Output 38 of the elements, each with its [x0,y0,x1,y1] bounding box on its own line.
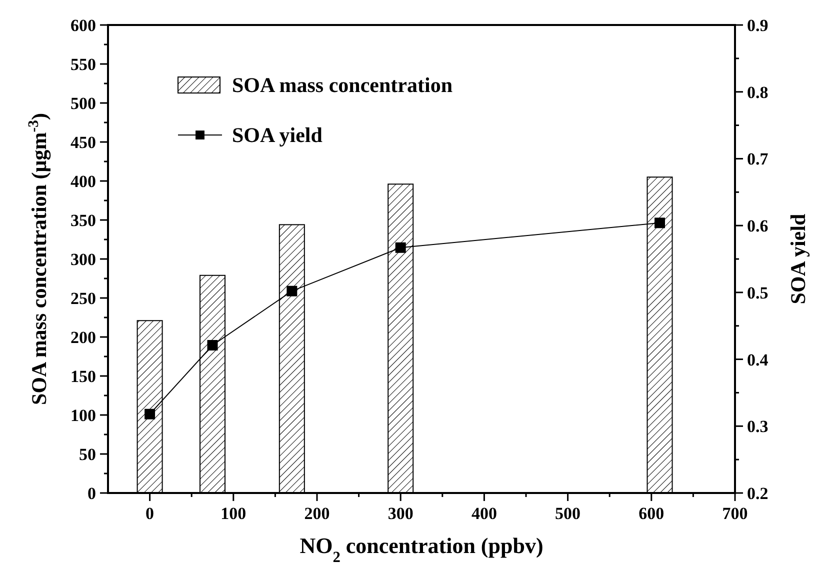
y-tick-label: 500 [70,94,96,113]
x-tick-label: 500 [555,504,581,523]
point [207,340,218,350]
x-tick-label: 700 [722,504,748,523]
x-tick-label: 0 [146,504,154,523]
point [144,408,156,420]
x-tick-label: 300 [388,504,414,523]
y-tick-label: 250 [70,289,96,308]
point [654,218,666,228]
y2-tick-label: 0.6 [747,216,768,236]
point [395,242,406,253]
y-tick-label: 50 [79,445,96,464]
y-tick-label: 350 [70,211,96,230]
y-tick-label: 200 [70,328,96,347]
y-tick-label: 400 [70,172,96,191]
y-tick-label: 150 [70,367,96,386]
y2-tick-label: 0.3 [747,417,768,436]
y-tick-label: 550 [70,55,96,74]
y2-tick-label: 0.5 [747,283,768,302]
y-tick-label: 0 [88,484,96,503]
y2-axis-title: SOA yield [786,213,810,304]
y2-tick-label: 0.2 [747,484,768,503]
y2-tick-label: 0.9 [747,16,768,35]
x-tick-label: 100 [220,504,246,523]
legend-label: SOA mass concentration [232,73,453,97]
legend-label: SOA yield [232,123,323,147]
y2-tick-label: 0.8 [747,82,768,102]
y-tick-label: 100 [70,406,96,425]
x-tick-label: 200 [304,504,330,523]
y-tick-label: 300 [70,250,96,269]
x-tick-label: 400 [471,504,497,523]
x-tick-label: 600 [638,504,664,523]
y-tick-label: 450 [70,133,96,152]
point [286,286,298,296]
x-axis-title: NO$_{2}$ concentration (ppbv) [300,533,544,566]
y2-tick-label: 0.4 [747,350,769,370]
y-tick-label: 600 [70,16,96,35]
y2-tick-label: 0.7 [747,150,769,169]
